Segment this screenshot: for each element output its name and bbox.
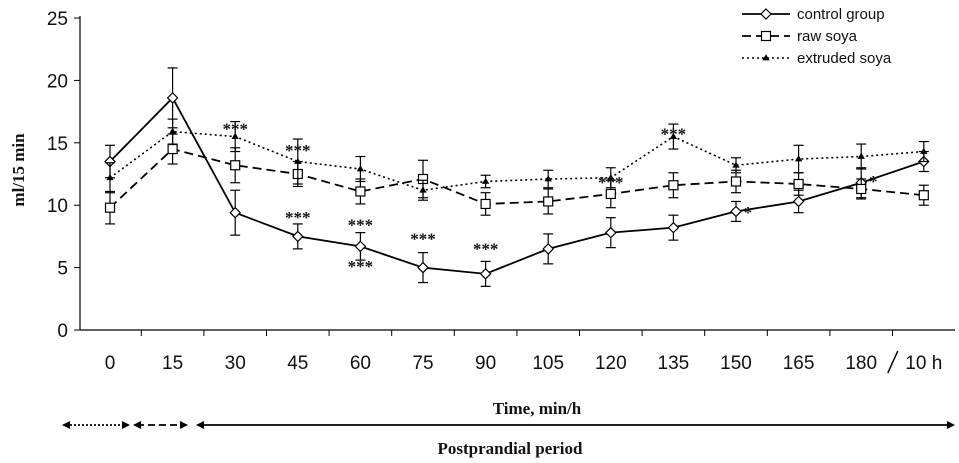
data-point (106, 203, 115, 212)
data-point (231, 161, 240, 170)
legend-item: extruded soya (742, 50, 892, 67)
x-tick-label: 45 (287, 353, 308, 374)
x-tick-label: 15 (162, 353, 183, 374)
y-tick-label: 15 (47, 134, 68, 155)
data-point (357, 166, 363, 171)
series-control-group (105, 68, 929, 286)
y-tick-label: 10 (47, 196, 68, 217)
period-arrow-dotted-head-right (122, 421, 130, 429)
data-point (168, 145, 177, 154)
significance-marker: *** (285, 141, 311, 160)
data-point (481, 269, 491, 279)
data-point (481, 199, 490, 208)
period-label: Postprandial period (438, 439, 584, 458)
x-axis-ticks: 0 15 30 45 60 75 90 105 120 135 150 165 180 10 h (105, 330, 943, 374)
data-point (857, 184, 866, 193)
y-axis-title: ml/15 min (9, 133, 28, 207)
legend-item: raw soya (742, 28, 858, 45)
data-point (919, 191, 928, 200)
data-point (418, 263, 428, 273)
data-point (669, 181, 678, 190)
data-point (355, 241, 365, 251)
significance-marker: *** (348, 216, 374, 235)
series-raw-soya (105, 134, 929, 224)
x-tick-label: 150 (720, 353, 752, 374)
period-arrow-dashed-head-right (180, 421, 188, 429)
significance-marker: *** (598, 173, 624, 192)
data-point (544, 197, 553, 206)
data-point (668, 223, 678, 233)
significance-marker: *** (661, 125, 687, 144)
legend-label: extruded soya (797, 50, 892, 67)
x-tick-label: 30 (225, 353, 246, 374)
data-point (794, 196, 804, 206)
legend-label: raw soya (797, 28, 858, 45)
significance-marker: * (869, 172, 878, 191)
x-tick-label: 105 (532, 353, 564, 374)
data-point (483, 178, 489, 183)
x-tick-label: 10 h (905, 353, 942, 374)
significance-marker: *** (473, 239, 499, 258)
x-tick-label: 90 (475, 353, 496, 374)
significance-marker: * (744, 203, 753, 222)
x-tick-label: 75 (412, 353, 433, 374)
legend-item: control group (742, 6, 885, 23)
data-point (170, 129, 176, 134)
data-point (543, 244, 553, 254)
data-point (732, 177, 741, 186)
x-tick-label: 120 (595, 353, 627, 374)
axis-break-slash (888, 351, 898, 373)
x-tick-label: 60 (350, 353, 371, 374)
x-tick-label: 165 (783, 353, 815, 374)
significance-marker: *** (348, 257, 374, 276)
data-point (606, 228, 616, 238)
data-point (761, 9, 771, 19)
series-layer (105, 68, 929, 286)
legend: control group raw soya extruded soya (742, 6, 892, 67)
significance-marker: *** (285, 208, 311, 227)
data-point (762, 32, 771, 41)
x-tick-label: 180 (845, 353, 877, 374)
data-point (420, 187, 426, 192)
data-point (356, 187, 365, 196)
period-arrow-dashed-head-left (133, 421, 141, 429)
data-point (230, 208, 240, 218)
significance-marker: *** (222, 120, 248, 139)
significance-marker: *** (410, 229, 436, 248)
period-arrow-solid-head-right (947, 421, 955, 429)
y-axis-ticks: 0 5 10 15 20 25 (47, 9, 80, 342)
legend-label: control group (797, 6, 885, 23)
period-arrows (62, 421, 955, 429)
data-point (794, 179, 803, 188)
period-arrow-dotted-head-left (62, 421, 70, 429)
y-tick-label: 25 (47, 9, 68, 30)
data-point (293, 231, 303, 241)
x-tick-label: 135 (658, 353, 690, 374)
data-point (731, 206, 741, 216)
x-axis-title: Time, min/h (493, 399, 582, 418)
y-tick-label: 0 (57, 321, 68, 342)
period-arrow-solid-head-left (196, 421, 204, 429)
data-point (858, 154, 864, 159)
y-tick-label: 20 (47, 71, 68, 92)
x-tick-label: 0 (105, 353, 116, 374)
y-tick-label: 5 (57, 259, 68, 280)
